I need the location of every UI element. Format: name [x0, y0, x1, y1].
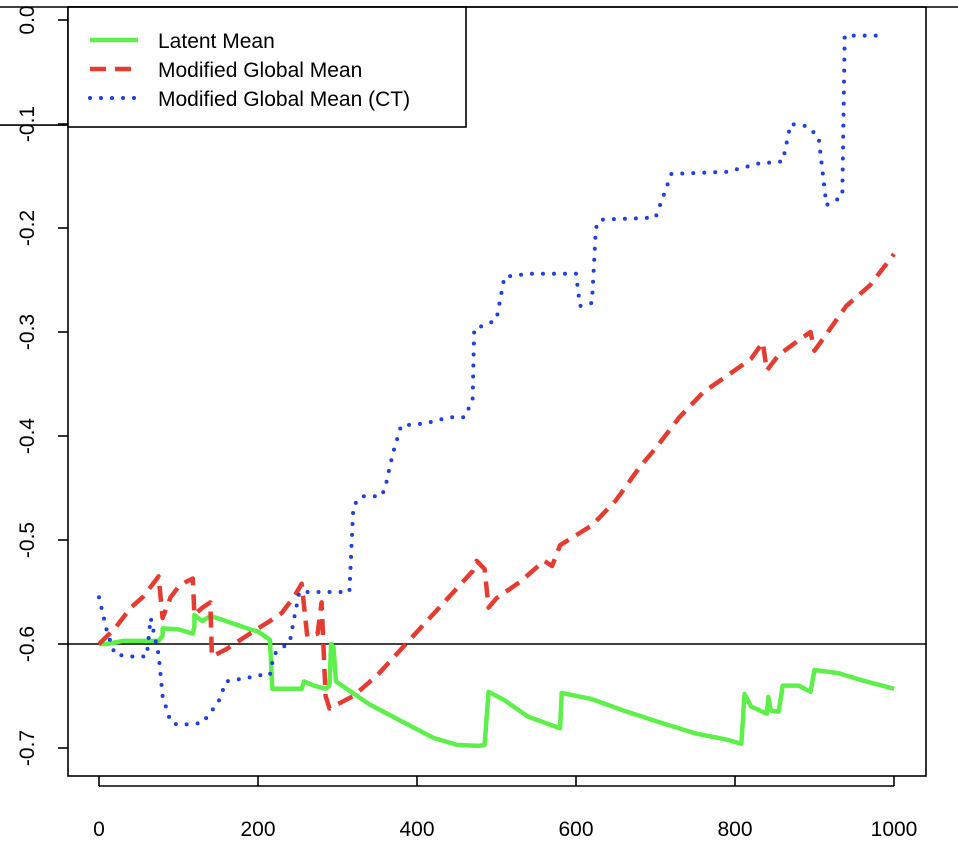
- y-tick-label: -0.1: [16, 106, 39, 142]
- series-line-latent-mean: [99, 612, 895, 749]
- y-tick-label: -0.4: [16, 418, 39, 455]
- x-tick-label: 0: [93, 818, 105, 841]
- x-tick-label: 600: [558, 818, 593, 841]
- y-tick-label: -0.3: [16, 314, 39, 350]
- y-tick-label: -0.7: [16, 730, 39, 766]
- x-tick-label: 800: [717, 818, 752, 841]
- series-line-modified-global-mean: [97, 252, 896, 711]
- x-tick-label: 200: [240, 818, 275, 841]
- series-layer: [97, 33, 896, 749]
- legend-label: Latent Mean: [158, 30, 275, 53]
- y-tick-label: 0.0: [16, 5, 39, 34]
- y-tick-label: -0.5: [16, 522, 39, 558]
- y-tick-label: -0.2: [16, 210, 39, 246]
- y-tick-label: -0.6: [16, 626, 39, 662]
- y-axis: 0.0 -0.1 -0.2 -0.3 -0.4 -0.5 -0.6 -0.7: [16, 5, 68, 766]
- x-tick-label: 1000: [871, 818, 918, 841]
- x-axis: 0 200 400 600 800 1000: [93, 776, 917, 841]
- legend-label: Modified Global Mean: [158, 59, 362, 82]
- reference-lines: [0, 124, 926, 645]
- x-tick-label: 400: [399, 818, 434, 841]
- series-line-modified-global-mean-ct: [97, 33, 885, 728]
- legend-box: [67, 6, 467, 128]
- legend: Latent Mean Modified Global Mean Modified …: [67, 6, 467, 128]
- legend-label: Modified Global Mean (CT): [158, 88, 410, 111]
